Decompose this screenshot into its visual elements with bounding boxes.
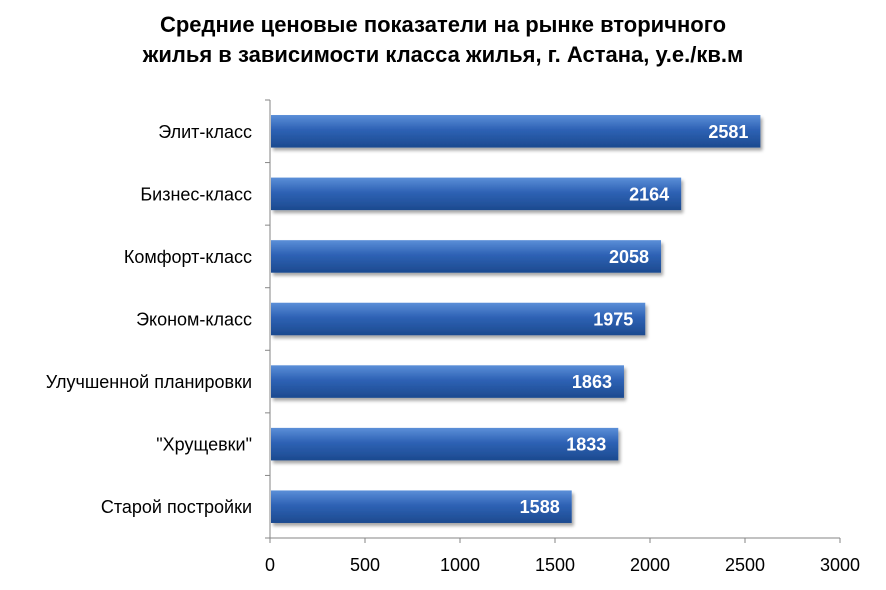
category-label: Эконом-класс: [136, 310, 252, 330]
axes: [265, 99, 841, 543]
category-label: Элит-класс: [158, 122, 252, 142]
bar: [271, 427, 619, 461]
bars: [271, 115, 761, 523]
category-label: Улучшенной планировки: [46, 372, 252, 392]
x-tick-label: 2500: [725, 555, 765, 575]
bar: [271, 365, 624, 398]
bar: [271, 490, 572, 523]
bar: [271, 302, 646, 336]
x-tick-label: 1500: [535, 555, 575, 575]
data-label: 1588: [520, 497, 560, 517]
data-label: 1975: [593, 310, 633, 330]
bar: [271, 240, 662, 273]
category-label: Бизнес-класс: [140, 184, 252, 204]
labels: 2581 Элит-класс 2164 Бизнес-класс 2058 Комфор…: [46, 122, 860, 575]
chart-title: Средние ценовые показатели на рынке втор…: [0, 10, 886, 70]
bar: [271, 115, 761, 148]
x-tick-label: 1000: [440, 555, 480, 575]
bar: [271, 177, 682, 211]
chart-title-line-1: Средние ценовые показатели на рынке втор…: [159, 12, 727, 37]
chart-title-line-2: жилья в зависимости класса жилья, г. Аст…: [142, 42, 744, 67]
data-label: 1863: [572, 372, 612, 392]
x-tick-label: 3000: [820, 555, 860, 575]
data-label: 2164: [629, 184, 669, 204]
data-label: 1833: [566, 435, 606, 455]
category-label: Старой постройки: [101, 497, 252, 517]
x-tick-label: 2000: [630, 555, 670, 575]
data-label: 2058: [609, 247, 649, 267]
category-label: Комфорт-класс: [124, 247, 252, 267]
category-label: "Хрущевки": [156, 435, 252, 455]
x-tick-label: 0: [265, 555, 275, 575]
data-label: 2581: [708, 122, 748, 142]
x-tick-label: 500: [350, 555, 380, 575]
